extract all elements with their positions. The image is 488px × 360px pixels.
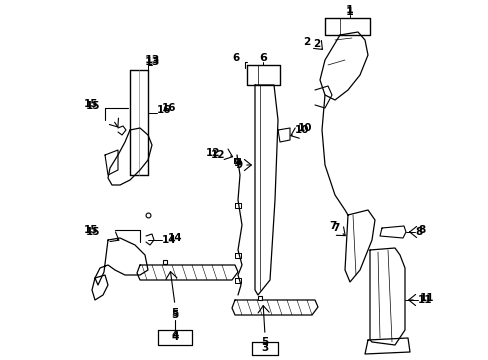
Text: 2: 2 [312,39,319,49]
Text: 10: 10 [294,125,309,135]
Text: 16: 16 [157,105,171,115]
Text: 3: 3 [261,343,268,353]
Text: 5: 5 [171,308,178,318]
Text: 9: 9 [235,160,243,170]
Text: 15: 15 [85,227,100,237]
Text: 11: 11 [417,295,431,305]
Text: 7: 7 [332,223,339,233]
Text: 16: 16 [162,103,176,113]
Text: 9: 9 [233,158,241,168]
Text: 8: 8 [417,225,425,235]
Text: 6: 6 [259,53,266,63]
Text: 11: 11 [419,293,434,303]
Text: 5: 5 [171,310,178,320]
Text: 10: 10 [297,123,312,133]
Text: 13: 13 [144,55,160,65]
Text: 12: 12 [210,150,224,160]
Text: 4: 4 [171,330,178,340]
Text: 14: 14 [168,233,182,243]
Text: 13: 13 [144,57,160,67]
Text: 5: 5 [261,337,268,347]
Text: 15: 15 [85,101,100,111]
Text: 15: 15 [83,225,98,235]
Text: 8: 8 [414,227,421,237]
Text: 1: 1 [346,5,353,15]
Text: 6: 6 [232,53,240,63]
Text: 12: 12 [205,148,220,158]
Text: 15: 15 [83,99,98,109]
Text: 7: 7 [329,221,336,231]
Text: 2: 2 [302,37,309,47]
Text: 4: 4 [171,332,178,342]
Text: 1: 1 [346,7,353,17]
Text: 14: 14 [162,235,176,245]
